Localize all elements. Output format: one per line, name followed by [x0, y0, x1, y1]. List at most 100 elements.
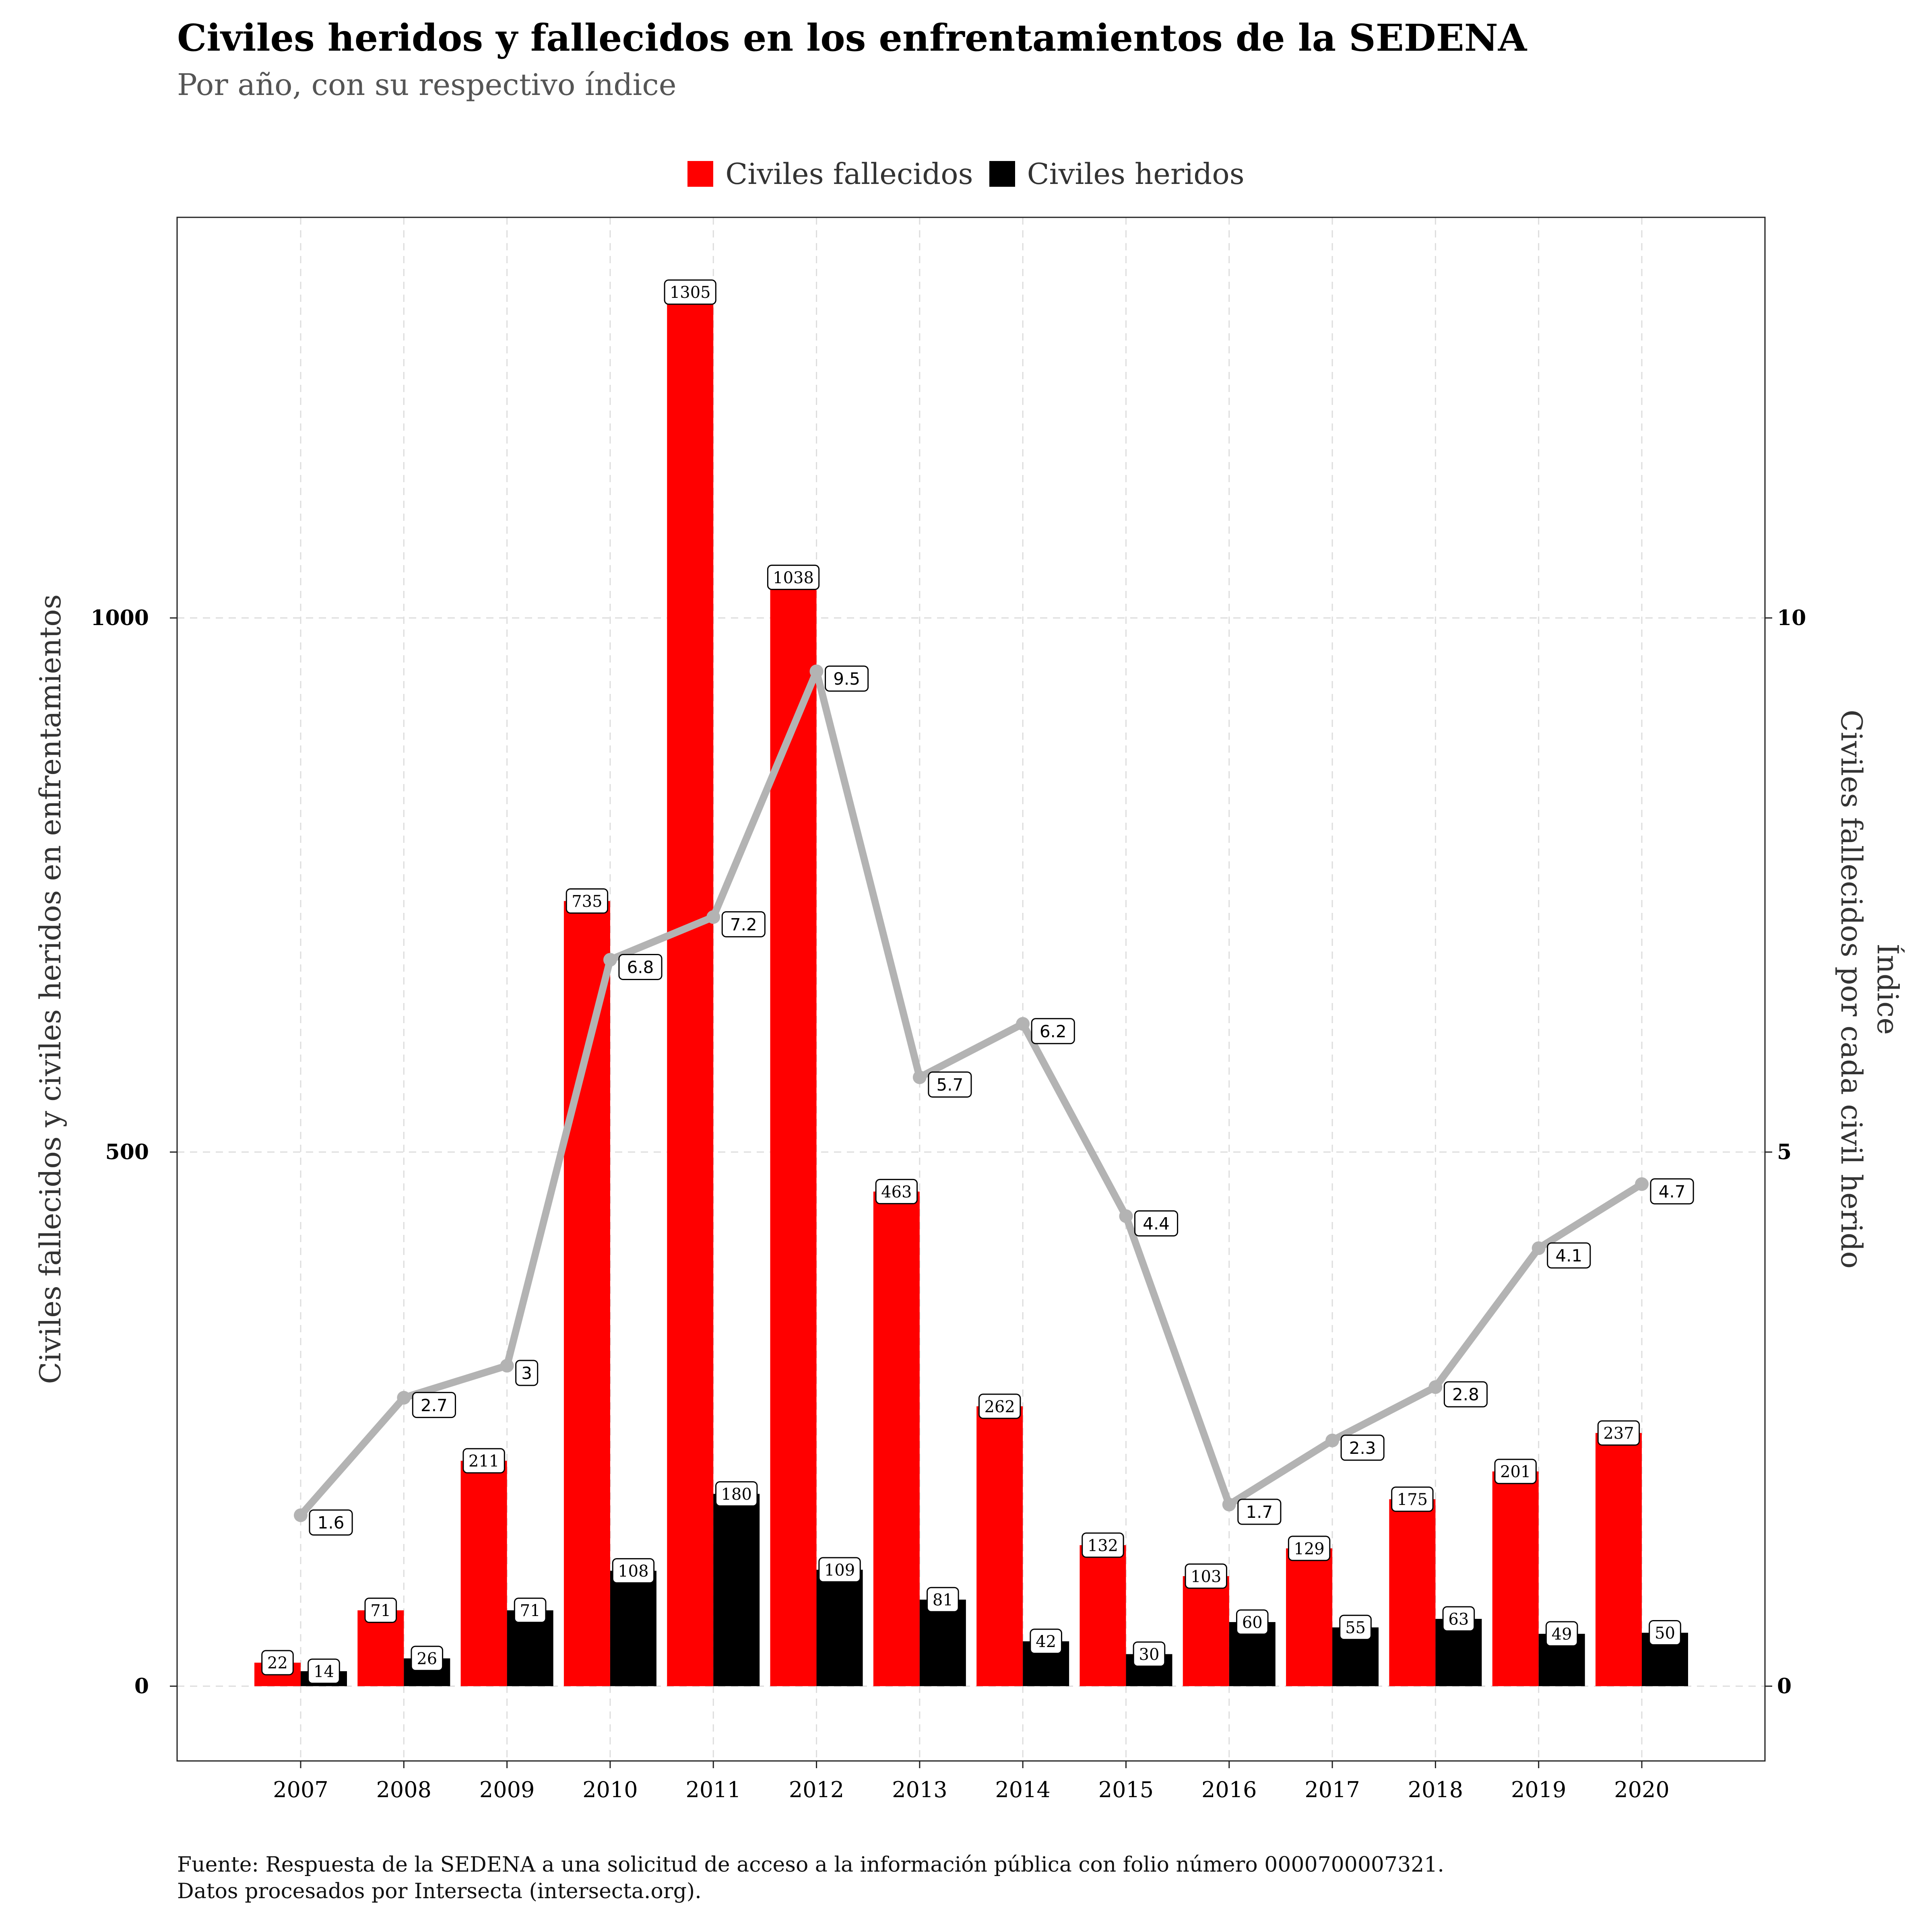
x-tick-label: 2018 [1408, 1777, 1463, 1802]
svg-text:463: 463 [881, 1183, 912, 1201]
svg-text:6.2: 6.2 [1040, 1022, 1067, 1041]
point-indice [912, 1070, 927, 1084]
point-indice [603, 953, 617, 967]
point-indice [1325, 1433, 1340, 1447]
data-label-fallecidos: 132 [1082, 1532, 1124, 1558]
x-tick-label: 2019 [1511, 1777, 1566, 1802]
svg-text:63: 63 [1448, 1610, 1469, 1629]
svg-text:3: 3 [521, 1363, 532, 1383]
plot-frame [176, 217, 1766, 1762]
bar-fallecidos [770, 577, 817, 1686]
svg-text:735: 735 [572, 892, 602, 911]
data-label-heridos: 26 [411, 1645, 444, 1671]
data-label-fallecidos: 735 [566, 888, 609, 914]
bar-fallecidos [1389, 1499, 1436, 1686]
point-indice [1532, 1241, 1546, 1255]
svg-text:262: 262 [984, 1397, 1015, 1416]
data-label-fallecidos: 1305 [664, 279, 716, 305]
svg-text:109: 109 [824, 1561, 855, 1579]
svg-text:4.7: 4.7 [1659, 1182, 1686, 1201]
svg-text:237: 237 [1603, 1424, 1634, 1443]
data-label-fallecidos: 201 [1494, 1459, 1537, 1484]
bar-fallecidos [1286, 1548, 1333, 1686]
svg-text:5.7: 5.7 [937, 1075, 964, 1095]
chart-subtitle: Por año, con su respectivo índice [177, 68, 677, 102]
svg-text:7.2: 7.2 [730, 914, 757, 934]
svg-text:1.6: 1.6 [318, 1513, 345, 1533]
svg-text:4.1: 4.1 [1555, 1246, 1582, 1265]
svg-text:60: 60 [1242, 1613, 1263, 1632]
bar-fallecidos [667, 292, 714, 1686]
caption-source: Fuente: Respuesta de la SEDENA a una sol… [177, 1853, 1444, 1877]
bar-fallecidos [1596, 1433, 1642, 1686]
data-label-fallecidos: 71 [364, 1598, 397, 1623]
data-label-fallecidos: 129 [1288, 1536, 1331, 1561]
data-label-fallecidos: 463 [875, 1179, 918, 1204]
x-tick-label: 2020 [1614, 1777, 1669, 1802]
y2-tick-label: 5 [1777, 1140, 1792, 1164]
data-label-heridos: 42 [1030, 1629, 1062, 1654]
point-indice [1222, 1498, 1236, 1512]
data-label-heridos: 108 [612, 1558, 655, 1584]
svg-text:71: 71 [370, 1602, 391, 1620]
legend-item-fallecidos: Civiles fallecidos [687, 157, 973, 191]
point-indice [1428, 1380, 1443, 1394]
bar-heridos [713, 1494, 760, 1686]
svg-text:6.8: 6.8 [627, 958, 654, 977]
y2-axis-title-line1: Índice [1871, 943, 1905, 1035]
point-indice [1119, 1209, 1133, 1223]
point-indice [809, 664, 824, 678]
legend-swatch-heridos [989, 161, 1015, 187]
data-label-fallecidos: 175 [1391, 1486, 1434, 1512]
svg-text:211: 211 [469, 1452, 499, 1471]
bar-fallecidos [564, 901, 610, 1686]
bar-heridos [816, 1569, 863, 1686]
svg-text:30: 30 [1139, 1645, 1160, 1664]
legend-label-heridos: Civiles heridos [1027, 157, 1245, 191]
y2-tick-label: 0 [1777, 1674, 1792, 1699]
bar-fallecidos [1183, 1576, 1229, 1686]
x-tick-label: 2008 [376, 1777, 431, 1802]
data-label-fallecidos: 211 [462, 1448, 505, 1474]
svg-text:132: 132 [1088, 1536, 1118, 1555]
point-indice [500, 1359, 514, 1373]
svg-text:2.3: 2.3 [1349, 1438, 1376, 1458]
svg-text:9.5: 9.5 [833, 669, 860, 689]
data-label-fallecidos: 237 [1597, 1420, 1640, 1446]
bar-fallecidos [1492, 1471, 1539, 1686]
data-label-heridos: 50 [1649, 1620, 1681, 1646]
svg-text:1038: 1038 [773, 569, 814, 587]
x-tick-label: 2013 [892, 1777, 947, 1802]
data-label-heridos: 63 [1442, 1606, 1475, 1632]
bar-heridos [610, 1571, 656, 1686]
svg-text:50: 50 [1655, 1624, 1675, 1643]
svg-text:175: 175 [1397, 1490, 1428, 1509]
point-indice [706, 910, 720, 924]
caption-credits: Datos procesados por Intersecta (interse… [177, 1879, 702, 1903]
x-tick-label: 2011 [686, 1777, 741, 1802]
data-label-indice: 7.2 [721, 911, 766, 937]
svg-text:42: 42 [1036, 1633, 1056, 1651]
svg-text:14: 14 [314, 1662, 334, 1681]
svg-text:2.8: 2.8 [1452, 1385, 1479, 1404]
svg-text:22: 22 [267, 1654, 288, 1672]
svg-text:180: 180 [721, 1485, 752, 1504]
bar-fallecidos [976, 1406, 1023, 1686]
x-tick-label: 2007 [273, 1777, 328, 1802]
y-tick-label: 0 [134, 1674, 149, 1699]
data-label-indice: 3 [515, 1360, 539, 1386]
y-axis-title: Civiles fallecidos y civiles heridos en … [33, 594, 67, 1384]
data-label-fallecidos: 1038 [767, 564, 820, 590]
x-tick-label: 2014 [995, 1777, 1050, 1802]
svg-text:129: 129 [1294, 1540, 1324, 1558]
legend-label-fallecidos: Civiles fallecidos [725, 157, 973, 191]
data-label-heridos: 60 [1236, 1609, 1269, 1635]
legend-item-heridos: Civiles heridos [989, 157, 1245, 191]
x-tick-label: 2015 [1098, 1777, 1154, 1802]
data-label-indice: 6.8 [618, 954, 663, 980]
data-label-heridos: 180 [715, 1481, 758, 1507]
data-label-heridos: 55 [1339, 1614, 1372, 1640]
svg-text:201: 201 [1500, 1463, 1531, 1481]
svg-text:2.7: 2.7 [421, 1395, 448, 1415]
